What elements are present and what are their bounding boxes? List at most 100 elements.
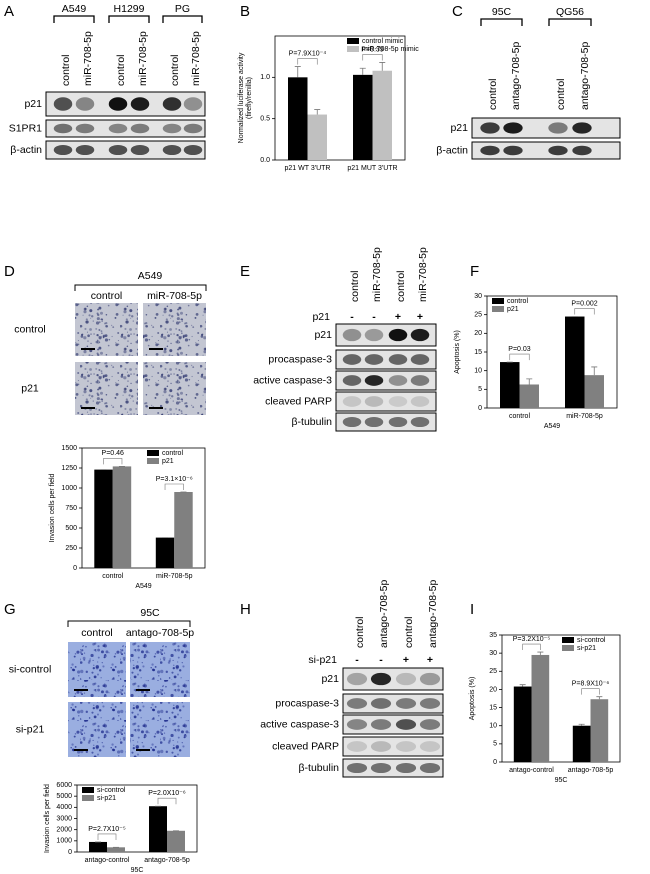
lane-label: miR-708-5p xyxy=(371,247,383,302)
band xyxy=(364,328,384,342)
band xyxy=(108,123,128,134)
blot-strip xyxy=(342,736,444,757)
band xyxy=(342,396,362,407)
micrograph xyxy=(143,303,206,356)
row-label: β-actin xyxy=(10,144,42,156)
blot-strip xyxy=(335,391,437,412)
y-tick-label: 1500 xyxy=(61,445,77,452)
sign: - xyxy=(355,654,359,666)
row-label: active caspase-3 xyxy=(260,718,339,730)
legend-swatch xyxy=(347,38,359,44)
band xyxy=(364,396,384,407)
treatment-label: si-p21 xyxy=(308,654,337,666)
error-bar xyxy=(526,378,533,385)
group-bracket xyxy=(548,18,592,26)
y-tick-label: 10 xyxy=(474,368,482,375)
significance-bracket xyxy=(157,797,177,805)
row-label: procaspase-3 xyxy=(268,353,332,365)
y-axis-label: Normalized luciferase activity xyxy=(238,52,245,143)
group-label: QG56 xyxy=(556,6,584,18)
title-bracket xyxy=(74,284,207,291)
y-tick-label: 30 xyxy=(489,650,497,657)
panel-label: I xyxy=(470,601,474,618)
title-bracket xyxy=(67,620,191,627)
significance-bracket xyxy=(97,833,117,840)
legend-label: si-control xyxy=(97,787,126,794)
legend-label: miR-708-5p mimic xyxy=(362,46,419,53)
legend-swatch xyxy=(562,637,574,643)
error-bar xyxy=(578,723,585,726)
bar xyxy=(565,316,585,408)
lane-label: miR-708-5p xyxy=(82,31,94,86)
legend-label: control mimic xyxy=(362,38,404,45)
micrograph xyxy=(75,362,138,415)
column-label: miR-708-5p xyxy=(147,290,202,302)
legend-label: control xyxy=(162,450,183,457)
bar xyxy=(513,686,532,762)
y-tick-label: 15 xyxy=(474,349,482,356)
plot-frame xyxy=(501,634,621,763)
blot-strip xyxy=(342,758,444,778)
panel-label: F xyxy=(470,263,479,280)
x-tick-label: antago-control xyxy=(85,857,130,864)
group-label: A549 xyxy=(62,3,87,15)
legend-swatch xyxy=(562,645,574,651)
band xyxy=(370,762,392,774)
x-tick-label: control xyxy=(509,413,530,420)
y-tick-label: 3000 xyxy=(56,815,72,822)
micrograph xyxy=(130,702,190,757)
band xyxy=(183,144,203,156)
y-tick-label: 1000 xyxy=(61,485,77,492)
row-label: p21 xyxy=(24,98,42,110)
band xyxy=(410,396,430,407)
band xyxy=(419,672,441,686)
x-axis-label: A549 xyxy=(544,423,560,430)
p-value: P=2.7X10⁻⁵ xyxy=(88,826,126,833)
bar xyxy=(94,469,113,568)
error-bar xyxy=(591,366,598,376)
x-tick-label: antago-708-5p xyxy=(144,857,190,864)
row-label: p21 xyxy=(21,382,39,394)
error-bar xyxy=(519,684,526,687)
group-bracket xyxy=(53,15,95,23)
blot-strip xyxy=(342,667,444,691)
error-bar xyxy=(537,651,544,655)
group-bracket xyxy=(162,15,203,23)
band xyxy=(480,145,500,156)
band xyxy=(75,144,95,156)
row-label: cleaved PARP xyxy=(272,740,339,752)
y-axis-label: (firefly/renilla) xyxy=(246,77,253,119)
legend-swatch xyxy=(347,46,359,52)
lane-label: control xyxy=(395,270,407,302)
band xyxy=(342,416,362,428)
error-bar xyxy=(379,62,386,71)
micrograph xyxy=(68,642,126,697)
band xyxy=(388,416,408,428)
group-bracket xyxy=(480,18,523,26)
row-label: p21 xyxy=(450,122,468,134)
lane-label: antago-708-5p xyxy=(510,42,522,110)
y-tick-label: 0 xyxy=(73,565,77,572)
y-tick-label: 0.5 xyxy=(260,116,270,123)
y-tick-label: 5000 xyxy=(56,793,72,800)
band xyxy=(480,122,500,134)
band xyxy=(572,145,592,156)
lane-label: miR-708-5p xyxy=(417,247,429,302)
y-tick-label: 1.0 xyxy=(260,74,270,81)
column-label: antago-708-5p xyxy=(126,627,194,639)
row-label: si-control xyxy=(9,663,52,675)
row-label: p21 xyxy=(314,329,332,341)
band xyxy=(342,354,362,365)
bar xyxy=(167,830,185,852)
band xyxy=(395,672,417,686)
legend-label: si-p21 xyxy=(577,645,596,652)
band xyxy=(53,97,73,111)
y-tick-label: 0 xyxy=(478,405,482,412)
legend-label: si-p21 xyxy=(97,795,116,802)
bar xyxy=(590,699,609,762)
band xyxy=(364,354,384,365)
micrograph xyxy=(68,702,126,757)
column-label: control xyxy=(91,290,123,302)
band xyxy=(388,354,408,365)
